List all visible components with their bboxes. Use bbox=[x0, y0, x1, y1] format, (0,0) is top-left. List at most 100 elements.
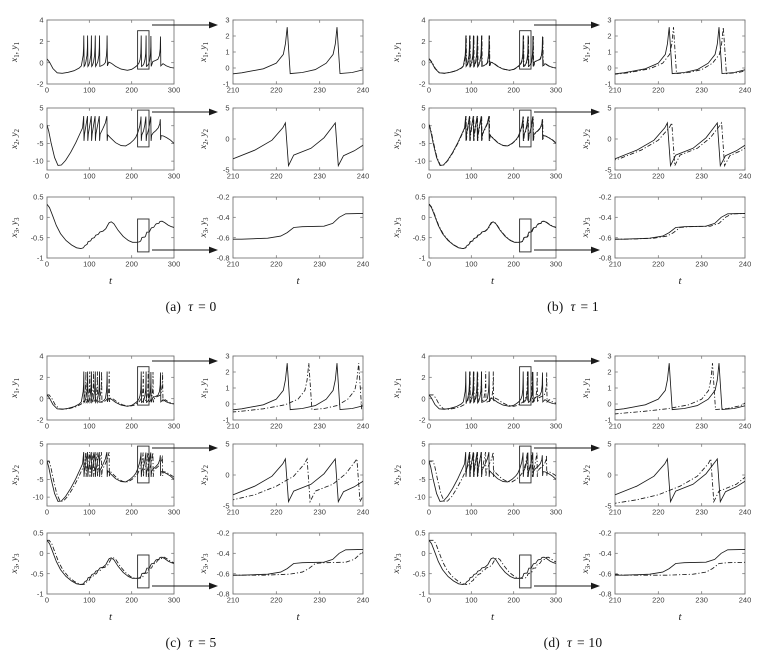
series-solid-x1 bbox=[429, 371, 556, 410]
x-tick-label: 240 bbox=[357, 508, 370, 517]
caption-label: (d) bbox=[543, 635, 560, 650]
y-tick-label: 0 bbox=[39, 549, 43, 558]
y-tick-label: 2 bbox=[421, 373, 425, 382]
caption-label: (c) bbox=[165, 635, 182, 650]
y-tick-label: -2 bbox=[419, 416, 426, 425]
caption-tau-symbol: τ bbox=[567, 635, 573, 650]
series-solid-x3 bbox=[429, 540, 556, 586]
y-axis-label: x1, y1 bbox=[10, 378, 21, 399]
y-axis-label: x3, y3 bbox=[392, 217, 403, 239]
zoom-arrow-head bbox=[209, 21, 218, 29]
series-group bbox=[429, 371, 556, 410]
x-tick-label: 210 bbox=[227, 422, 240, 431]
x-tick-label: 300 bbox=[550, 596, 563, 605]
panel-d-plots: 0 100 200 300 -2 0 2 4 x1, y1 210 220 230 240 -1 0 1 2 3 x… bbox=[382, 336, 764, 628]
x-tick-label: 100 bbox=[83, 172, 96, 181]
axes-frame bbox=[614, 19, 746, 85]
series-group bbox=[429, 539, 556, 586]
axes-frame bbox=[614, 443, 746, 507]
series-solid-x3 bbox=[615, 213, 745, 240]
x-tick-label: 210 bbox=[227, 86, 240, 95]
x-tick-label: 230 bbox=[313, 596, 326, 605]
series-dashdot-y3 bbox=[615, 213, 745, 240]
y-tick-label: -2 bbox=[37, 80, 44, 89]
y-tick-label: 0.5 bbox=[415, 529, 425, 538]
caption-tau-value: = 1 bbox=[580, 299, 599, 314]
x-tick-label: 220 bbox=[652, 422, 665, 431]
x-tick-label: 240 bbox=[739, 508, 752, 517]
x-tick-label: 0 bbox=[45, 508, 49, 517]
y-tick-label: 5 bbox=[225, 440, 229, 449]
y-tick-label: -5 bbox=[223, 166, 230, 175]
caption-tau-value: = 0 bbox=[198, 299, 217, 314]
y-tick-label: -1 bbox=[37, 590, 44, 599]
y-tick-label: 0 bbox=[39, 121, 43, 130]
x-tick-label: 300 bbox=[168, 596, 181, 605]
x-tick-label: 100 bbox=[465, 86, 478, 95]
series-dashdot-y3 bbox=[233, 551, 363, 576]
y-tick-label: -0.4 bbox=[217, 549, 230, 558]
axes-frame bbox=[46, 196, 175, 259]
caption-tau-symbol: τ bbox=[570, 299, 576, 314]
x-tick-label: 300 bbox=[550, 508, 563, 517]
y-tick-label: -0.8 bbox=[217, 254, 230, 263]
y-tick-label: 0 bbox=[39, 394, 43, 403]
axes-frame bbox=[614, 196, 746, 259]
zoom-arrow-head bbox=[209, 108, 218, 116]
y-axis-label: x2, y2 bbox=[10, 128, 21, 150]
y-tick-label: 0 bbox=[421, 549, 425, 558]
y-tick-label: 2 bbox=[607, 32, 611, 41]
y-tick-label: -0.6 bbox=[217, 233, 230, 242]
x-tick-label: 200 bbox=[125, 596, 138, 605]
y-tick-label: -1 bbox=[605, 416, 612, 425]
axes-frame bbox=[46, 19, 175, 85]
series-solid-x1 bbox=[47, 371, 174, 410]
zoom-box bbox=[519, 445, 532, 484]
x-tick-label: 0 bbox=[45, 172, 49, 181]
series-solid-x2 bbox=[233, 457, 363, 504]
x-tick-label: 220 bbox=[270, 172, 283, 181]
x-tick-label: 200 bbox=[125, 172, 138, 181]
series-solid-x3 bbox=[47, 204, 174, 250]
series-dashdot-y1 bbox=[615, 363, 745, 415]
series-group bbox=[233, 363, 363, 413]
y-tick-label: -10 bbox=[415, 493, 426, 502]
x-tick-label: 100 bbox=[465, 172, 478, 181]
series-solid-x1 bbox=[615, 27, 745, 75]
y-tick-label: -0.4 bbox=[599, 549, 612, 558]
series-group bbox=[429, 35, 556, 74]
y-tick-label: -0.8 bbox=[599, 254, 612, 263]
zoom-arrow-head bbox=[591, 444, 600, 452]
y-tick-label: -1 bbox=[37, 254, 44, 263]
x-axis-label: t bbox=[678, 275, 682, 287]
zoom-box bbox=[137, 445, 150, 484]
x-tick-label: 0 bbox=[427, 596, 431, 605]
x-tick-label: 100 bbox=[465, 596, 478, 605]
y-tick-label: -0.5 bbox=[413, 233, 426, 242]
axes-frame bbox=[232, 443, 364, 507]
panel-c-caption: (c) τ = 5 bbox=[166, 635, 217, 651]
y-tick-label: -0.8 bbox=[599, 590, 612, 599]
series-group bbox=[47, 35, 174, 74]
x-tick-label: 200 bbox=[125, 508, 138, 517]
x-tick-label: 210 bbox=[609, 508, 622, 517]
series-solid-x1 bbox=[233, 27, 363, 75]
axes-frame bbox=[614, 532, 746, 595]
series-group bbox=[47, 539, 174, 586]
caption-tau-value: = 5 bbox=[198, 635, 217, 650]
y-tick-label: 1 bbox=[607, 384, 611, 393]
series-solid-x2 bbox=[615, 457, 745, 504]
y-tick-label: 1 bbox=[225, 48, 229, 57]
x-tick-label: 230 bbox=[695, 422, 708, 431]
zoom-box bbox=[137, 30, 150, 70]
y-tick-label: 5 bbox=[39, 104, 43, 113]
panel-c-plots: 0 100 200 300 -2 0 2 4 x1, y1 210 220 230 240 -1 0 1 2 3 x… bbox=[0, 336, 382, 628]
zoom-box bbox=[519, 554, 532, 589]
zoom-arrow-head bbox=[591, 21, 600, 29]
x-tick-label: 210 bbox=[609, 422, 622, 431]
caption-tau-symbol: τ bbox=[188, 635, 194, 650]
zoom-box bbox=[519, 218, 532, 253]
zoom-box bbox=[519, 109, 532, 148]
y-tick-label: 4 bbox=[39, 16, 43, 25]
